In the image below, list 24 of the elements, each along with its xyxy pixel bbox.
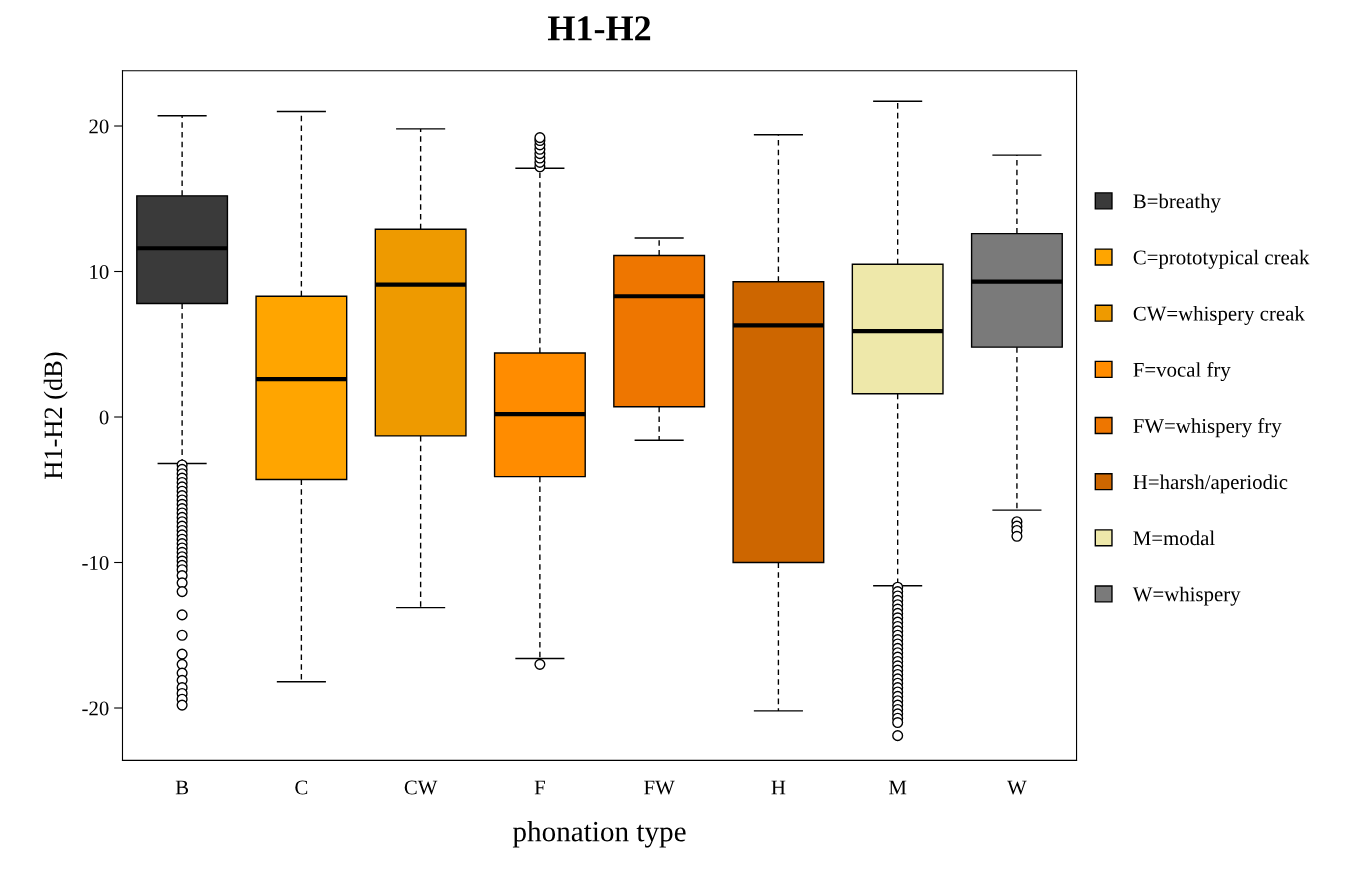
x-tick-label: F xyxy=(534,780,545,795)
chart-title: H1-H2 xyxy=(547,16,651,41)
legend-label: H=harsh/aperiodic xyxy=(1133,474,1288,494)
legend-label: B=breathy xyxy=(1133,193,1221,213)
x-tick-label: W xyxy=(1007,780,1027,795)
x-tick-label: B xyxy=(175,780,189,795)
legend-label: W=whispery xyxy=(1132,586,1241,606)
legend-label: FW=whispery fry xyxy=(1133,418,1282,438)
y-axis-title: H1-H2 (dB) xyxy=(43,352,68,479)
x-tick-label: C xyxy=(295,780,308,795)
legend-label: F=vocal fry xyxy=(1133,361,1231,382)
y-tick-label: -20 xyxy=(82,701,109,716)
y-tick-label: 10 xyxy=(90,264,109,279)
legend-label: CW=whispery creak xyxy=(1133,305,1305,325)
x-tick-label: FW xyxy=(644,780,675,795)
y-tick-label: 0 xyxy=(99,410,109,425)
x-tick-label: CW xyxy=(404,780,438,795)
legend-label: C=prototypical creak xyxy=(1133,249,1310,269)
y-tick-label: -10 xyxy=(82,555,109,570)
x-tick-label: M xyxy=(889,780,907,795)
y-tick-label: 20 xyxy=(89,119,109,134)
legend-label: M=modal xyxy=(1133,530,1215,546)
x-tick-label: H xyxy=(771,780,786,795)
x-axis-title: phonation type xyxy=(512,820,686,848)
